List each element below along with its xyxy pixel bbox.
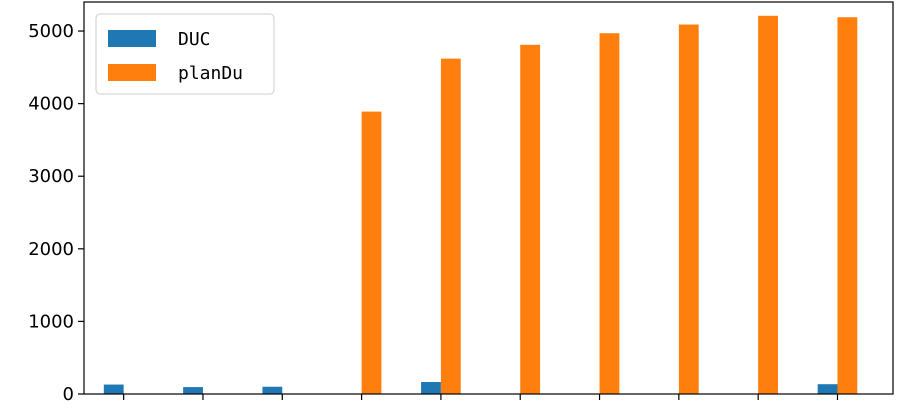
bar-plandu-3 bbox=[361, 111, 382, 395]
bar-duc-9 bbox=[817, 384, 838, 394]
legend-label-plandu: planDu bbox=[178, 63, 243, 84]
y-tick-label-5000: 5000 bbox=[28, 21, 74, 42]
legend-swatch-plandu bbox=[108, 64, 156, 81]
legend: DUC planDu bbox=[95, 13, 275, 95]
bar-plandu-9 bbox=[837, 17, 858, 395]
plot-frame bbox=[83, 1, 894, 395]
bars-layer bbox=[103, 15, 858, 395]
bar-plandu-8 bbox=[758, 15, 778, 394]
bar-duc-2 bbox=[262, 386, 283, 394]
bar-duc-1 bbox=[183, 387, 203, 394]
axes-layer: 0 1000 2000 3000 4000 5000 bbox=[28, 1, 894, 405]
y-tick-label-0: 0 bbox=[63, 384, 74, 405]
y-tick-label-4000: 4000 bbox=[28, 94, 74, 115]
bar-plandu-4 bbox=[440, 58, 461, 395]
bar-plandu-6 bbox=[599, 33, 620, 395]
legend-swatch-duc bbox=[108, 30, 156, 47]
y-tick-label-3000: 3000 bbox=[28, 166, 74, 187]
legend-label-duc: DUC bbox=[178, 29, 211, 50]
bar-duc-0 bbox=[103, 384, 124, 394]
y-tick-label-1000: 1000 bbox=[28, 311, 74, 332]
bar-plandu-7 bbox=[678, 24, 699, 394]
bar-plandu-5 bbox=[520, 44, 541, 394]
y-tick-label-2000: 2000 bbox=[28, 239, 74, 260]
bar-duc-4 bbox=[421, 382, 441, 394]
